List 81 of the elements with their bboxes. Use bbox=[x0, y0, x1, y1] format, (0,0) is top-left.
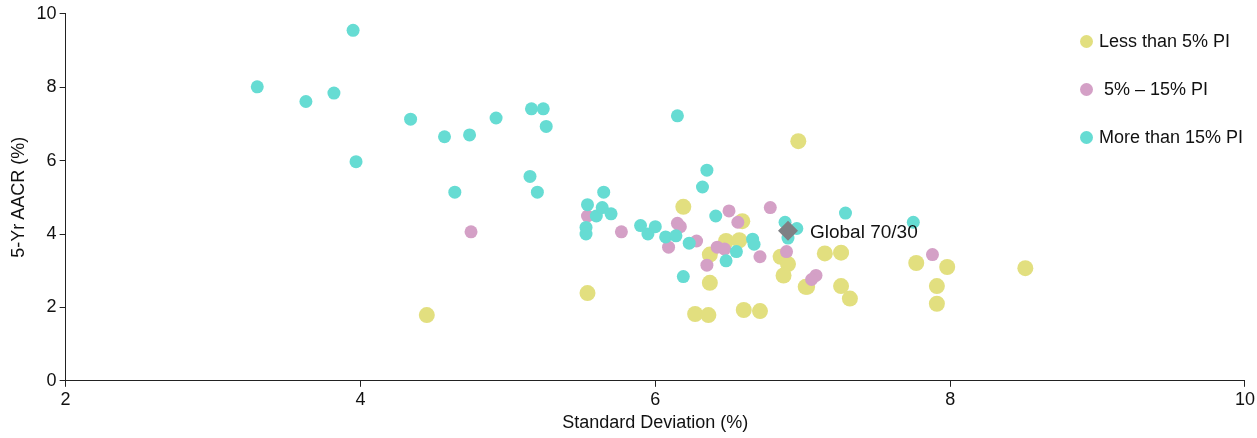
point bbox=[790, 133, 807, 150]
point bbox=[675, 198, 692, 215]
point bbox=[634, 219, 648, 233]
y-tick-label: 4 bbox=[46, 222, 57, 243]
point bbox=[729, 245, 743, 259]
point bbox=[695, 180, 709, 194]
legend-label: Less than 5% PI bbox=[1098, 30, 1230, 52]
point bbox=[523, 169, 537, 183]
point bbox=[722, 204, 736, 218]
x-tick-label: 8 bbox=[945, 388, 956, 409]
y-tick-label: 2 bbox=[46, 296, 57, 317]
point bbox=[614, 225, 628, 239]
point bbox=[404, 112, 418, 126]
point bbox=[595, 201, 609, 215]
point bbox=[349, 155, 363, 169]
x-tick-label: 6 bbox=[650, 388, 661, 409]
point bbox=[731, 232, 748, 249]
point bbox=[463, 128, 477, 142]
point bbox=[838, 206, 852, 220]
point bbox=[908, 254, 925, 271]
point bbox=[777, 220, 798, 241]
point bbox=[346, 23, 360, 37]
x-tick-label: 2 bbox=[60, 388, 71, 409]
point bbox=[662, 240, 676, 254]
point bbox=[925, 248, 939, 262]
point bbox=[751, 303, 768, 320]
point bbox=[700, 163, 714, 177]
point bbox=[718, 242, 732, 256]
point bbox=[597, 185, 611, 199]
point bbox=[687, 306, 704, 323]
y-tick-label: 6 bbox=[46, 149, 57, 170]
y-tick-label: 8 bbox=[46, 76, 57, 97]
point bbox=[763, 201, 777, 215]
point bbox=[833, 278, 850, 295]
point bbox=[530, 185, 544, 199]
point bbox=[579, 285, 596, 302]
point bbox=[299, 95, 313, 109]
point bbox=[841, 290, 858, 307]
y-tick-label: 10 bbox=[36, 2, 57, 23]
point bbox=[928, 278, 945, 295]
y-tick-label: 0 bbox=[46, 369, 57, 390]
point bbox=[682, 236, 696, 250]
point bbox=[604, 207, 618, 221]
point bbox=[719, 254, 733, 268]
x-axis-title: Standard Deviation (%) bbox=[562, 412, 749, 433]
point bbox=[669, 229, 683, 243]
point bbox=[780, 245, 794, 259]
point bbox=[676, 270, 690, 284]
point bbox=[709, 209, 723, 223]
point bbox=[700, 258, 714, 272]
point bbox=[816, 245, 833, 262]
point bbox=[805, 273, 819, 287]
point bbox=[580, 198, 594, 212]
point bbox=[648, 220, 662, 234]
point bbox=[833, 244, 850, 261]
point bbox=[437, 130, 451, 144]
point bbox=[775, 267, 792, 284]
point bbox=[524, 102, 538, 116]
point bbox=[928, 295, 945, 312]
point bbox=[735, 301, 752, 318]
point bbox=[670, 109, 684, 123]
point bbox=[753, 250, 767, 264]
point bbox=[1017, 260, 1034, 277]
point bbox=[418, 307, 435, 324]
x-tick-label: 10 bbox=[1234, 388, 1255, 409]
point bbox=[489, 111, 503, 125]
point bbox=[250, 80, 264, 94]
legend-label: More than 15% PI bbox=[1098, 126, 1243, 148]
point bbox=[731, 215, 745, 229]
legend-label: 5% – 15% PI bbox=[1102, 78, 1208, 100]
point bbox=[939, 259, 956, 276]
y-axis-title: 5-Yr AACR (%) bbox=[7, 136, 28, 258]
point bbox=[701, 274, 718, 291]
point bbox=[539, 119, 553, 133]
annotation: Global 70/30 bbox=[809, 220, 918, 242]
x-tick-label: 4 bbox=[355, 388, 366, 409]
point bbox=[700, 307, 717, 324]
point bbox=[327, 86, 341, 100]
point bbox=[536, 102, 550, 116]
point bbox=[464, 225, 478, 239]
point bbox=[448, 185, 462, 199]
